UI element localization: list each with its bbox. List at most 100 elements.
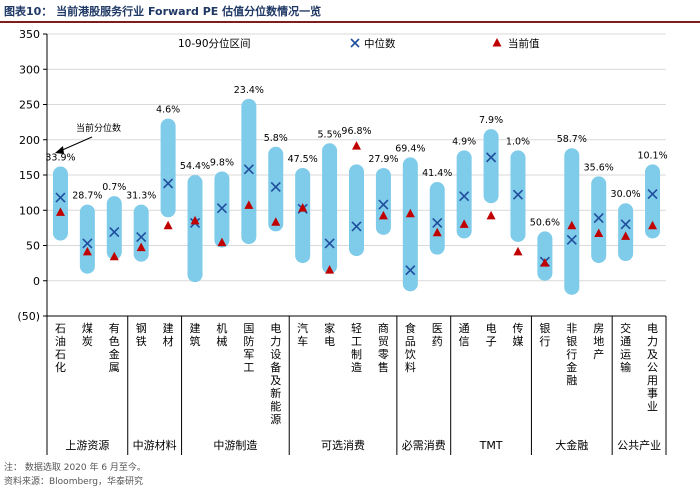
range-band [375,167,391,235]
median-x-stroke [109,227,120,238]
range-band [349,164,364,257]
current-marker [109,251,119,261]
group-label: 中游制造 [213,438,257,452]
range-band [241,98,257,245]
current-marker [55,207,65,216]
category-label: 电力及公用事业 [647,322,658,413]
group-label: 公共产业 [617,438,661,452]
range-band [52,166,68,241]
percentile-labels: 33.9% 28.7%0.7%31.3% 4.6% 54.4% 9.8% 23.4% 5.8… [45,85,667,229]
current-marker [244,200,254,209]
range-chart: (50) 0 50 100 150 200 250 300 350 33.9% 28.7%0.7%… [17,28,668,455]
current-marker [190,215,200,225]
group-label: 中游材料 [133,438,177,452]
current-marker [136,242,146,252]
range-band [214,171,230,248]
y-tick-label: 100 [19,204,40,217]
median-x-stroke [647,188,658,200]
legend-range-label: 10-90分位区间 [178,37,251,50]
range-band [79,204,95,274]
percentile-label: 30.0% [611,189,641,200]
percentile-label: 35.6% [584,162,614,173]
y-tick-label: 150 [19,169,40,182]
category-label: 有色金属 [109,321,120,374]
median-x-stroke [55,192,66,203]
median-x-stroke [270,181,281,193]
range-band [295,167,311,264]
percentile-label: 7.9% [479,115,503,126]
current-marker [459,219,469,228]
range-band [322,143,338,274]
range-band [510,150,526,242]
current-marker [298,203,308,212]
range-band [483,129,499,204]
category-label: 建筑 [190,321,201,348]
median-marker [163,178,174,189]
category-label: 汽车 [297,321,308,348]
current-marker [513,246,523,256]
percentile-label: 96.8% [341,126,371,137]
median-marker [243,164,254,175]
legend-median-label: 中位数 [364,37,396,50]
y-tick-label: 0 [33,275,40,288]
category-label: 煤炭 [82,322,93,348]
y-tick-label: 350 [19,28,40,41]
range-band [456,150,472,239]
percentile-label: 31.3% [126,191,156,202]
median-x-stroke [378,199,389,210]
category-label: 钢铁 [136,322,147,348]
median-marker [459,191,470,202]
current-marker [352,141,361,150]
percentile-label: 4.6% [156,105,180,116]
current-marker [405,208,415,218]
percentile-label: 33.9% [45,153,75,164]
percentile-label: 50.6% [530,217,560,228]
median-marker [512,189,524,200]
percentile-label: 5.8% [264,133,288,144]
category-label: 国防军工 [243,322,254,374]
category-label: 房地产 [593,322,604,361]
y-tick-label: (50) [17,310,40,323]
median-marker [620,219,631,230]
group-label: 上游资源 [65,438,109,452]
y-tick-label: 50 [26,240,40,253]
y-tick-label: 250 [19,99,40,112]
median-x-stroke [485,152,497,163]
percentile-label: 5.5% [318,129,342,140]
current-marker [648,220,658,230]
current-marker [621,231,631,240]
category-label: 医药 [432,322,443,348]
percentile-label: 0.7% [102,182,126,193]
median-marker [216,203,228,214]
title-divider [0,21,700,23]
range-band [645,164,661,239]
group-label: 可选消费 [321,438,365,452]
current-marker [432,227,442,237]
current-marker [567,220,577,230]
category-label: 食品饮料 [405,321,416,374]
median-marker [566,234,577,245]
category-label: 石油石化 [55,322,66,374]
percentile-label: 4.9% [452,136,476,147]
median-marker [351,221,362,232]
median-x-stroke [459,191,470,202]
y-axis: (50) 0 50 100 150 200 250 300 350 [17,28,48,323]
median-x-stroke [82,238,93,249]
figure-title: 图表10： 当前港股服务行业 Forward PE 估值分位数情况一览 [4,5,322,18]
median-x-stroke [136,231,147,243]
current-marker [217,237,227,247]
median-marker [270,181,281,193]
range-band [537,231,553,281]
median-marker [136,231,147,243]
percentile-label: 28.7% [72,191,102,202]
median-marker [432,217,443,229]
category-label: 家电 [324,321,335,348]
current-marker [594,228,604,238]
median-marker [324,238,335,249]
category-label: 电力设备及新能源 [270,322,281,426]
median-marker [82,238,93,249]
median-x-stroke [432,217,443,229]
group-label: 必需消费 [402,438,446,452]
legend-current-label: 当前值 [508,37,540,50]
current-marker [325,265,335,274]
